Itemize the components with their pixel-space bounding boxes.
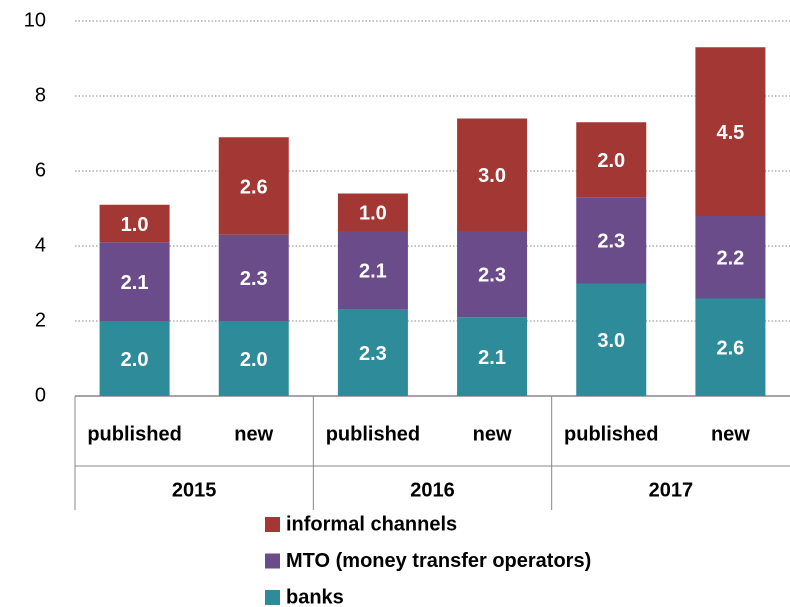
x-tick-label: published — [87, 423, 181, 445]
x-tick-label: published — [564, 423, 658, 445]
bar-segment — [457, 118, 528, 231]
data-label: 2.0 — [240, 349, 268, 371]
legend-label: informal channels — [286, 513, 457, 535]
data-label: 2.3 — [597, 231, 625, 253]
legend-swatch — [265, 590, 280, 605]
y-tick-label: 10 — [24, 9, 46, 31]
data-label: 2.6 — [717, 338, 745, 360]
data-label: 3.0 — [478, 165, 506, 187]
data-label: 2.3 — [240, 268, 268, 290]
group-label: 2017 — [649, 479, 694, 501]
bar-segment — [218, 137, 289, 235]
data-label: 2.2 — [717, 248, 745, 270]
bar-segment — [457, 231, 528, 318]
bar-segment — [576, 122, 647, 198]
data-label: 2.0 — [597, 150, 625, 172]
y-tick-label: 6 — [35, 159, 46, 181]
y-tick-label: 4 — [35, 234, 46, 256]
group-label: 2015 — [172, 479, 217, 501]
group-label: 2016 — [410, 479, 455, 501]
bar-segment — [99, 204, 170, 243]
bar-segment — [218, 234, 289, 321]
data-label: 3.0 — [597, 330, 625, 352]
x-tick-label: published — [326, 423, 420, 445]
legend-label: MTO (money transfer operators) — [286, 550, 591, 572]
legend-swatch — [265, 517, 280, 532]
legend-label: banks — [286, 586, 344, 607]
y-tick-label: 8 — [35, 84, 46, 106]
data-label: 2.3 — [359, 343, 387, 365]
data-label: 2.1 — [121, 272, 149, 294]
y-tick-label: 2 — [35, 309, 46, 331]
x-tick-label: new — [711, 423, 750, 445]
bar-segment — [695, 216, 766, 299]
y-tick-label: 0 — [35, 384, 46, 406]
data-label: 2.1 — [359, 261, 387, 283]
data-label: 2.0 — [121, 349, 149, 371]
bar-segment — [576, 197, 647, 284]
bar-segment — [218, 321, 289, 396]
bar-segment — [576, 283, 647, 396]
bar-segment — [337, 309, 408, 396]
x-tick-label: new — [234, 423, 273, 445]
x-tick-label: new — [473, 423, 512, 445]
bar-segment — [695, 298, 766, 396]
data-label: 2.6 — [240, 176, 268, 198]
data-label: 2.1 — [478, 347, 506, 369]
bar-segment — [337, 193, 408, 231]
data-label: 1.0 — [121, 214, 149, 236]
bar-segment — [99, 242, 170, 321]
bar-segment — [337, 231, 408, 310]
bar-segment — [99, 321, 170, 396]
data-label: 4.5 — [717, 122, 745, 144]
data-label: 1.0 — [359, 203, 387, 225]
bar-segment — [457, 317, 528, 396]
data-label: 2.3 — [478, 264, 506, 286]
legend-swatch — [265, 553, 280, 569]
bar-segment — [695, 47, 766, 216]
